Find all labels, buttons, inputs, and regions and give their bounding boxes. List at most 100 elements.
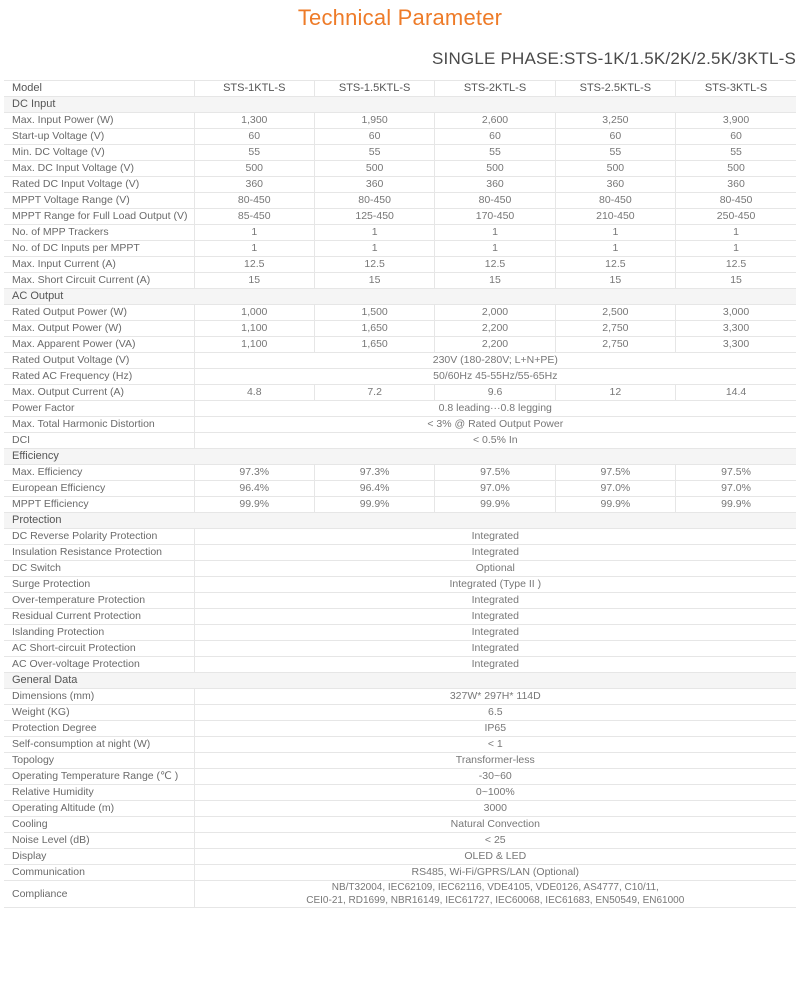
param-value-cell: 80-450 xyxy=(434,192,556,209)
param-value-cell: 1 xyxy=(193,224,315,241)
param-value-cell: 360 xyxy=(675,176,796,193)
param-label-cell: Residual Current Protection xyxy=(4,608,195,625)
spec-row: Islanding Protection Integrated xyxy=(4,624,796,641)
param-label-cell: Protection Degree xyxy=(4,720,195,737)
model-name-cell: STS-2KTL-S xyxy=(434,80,556,97)
param-value-cell: 7.2 xyxy=(313,384,435,401)
spec-row: Max. Output Power (W) 1,100 1,650 2,200 2,75… xyxy=(4,320,796,337)
param-label-cell: Rated AC Frequency (Hz) xyxy=(4,368,195,385)
param-value-cell: 60 xyxy=(434,128,556,145)
param-value-cell: 210-450 xyxy=(554,208,676,225)
spec-row: Rated AC Frequency (Hz) 50/60Hz 45-55Hz/5… xyxy=(4,368,796,385)
param-value-cell: 99.9% xyxy=(313,496,435,513)
spec-row: Cooling Natural Convection xyxy=(4,816,796,833)
model-name-cell: STS-2.5KTL-S xyxy=(554,80,676,97)
spec-row: Max. Total Harmonic Distortion < 3% @ Rat… xyxy=(4,416,796,433)
param-value-cell: 55 xyxy=(313,144,435,161)
param-value-cell: 60 xyxy=(193,128,315,145)
spec-row: Start-up Voltage (V) 60 60 60 60 60 xyxy=(4,128,796,145)
param-value-cell: 97.0% xyxy=(675,480,796,497)
param-span-cell: < 1 xyxy=(193,736,796,753)
param-label-cell: Max. Output Power (W) xyxy=(4,320,195,337)
param-label-cell: AC Short-circuit Protection xyxy=(4,640,195,657)
spec-row: Display OLED & LED xyxy=(4,848,796,865)
param-label-cell: Relative Humidity xyxy=(4,784,195,801)
param-label-cell: MPPT Range for Full Load Output (V) xyxy=(4,208,195,225)
series-subtitle: SINGLE PHASE:STS-1K/1.5K/2K/2.5K/3KTL-S xyxy=(431,49,796,68)
param-span-cell: NB/T32004, IEC62109, IEC62116, VDE4105, … xyxy=(193,880,796,908)
param-label-cell: DC Reverse Polarity Protection xyxy=(4,528,195,545)
param-value-cell: 12.5 xyxy=(193,256,315,273)
param-label-cell: Rated Output Power (W) xyxy=(4,304,195,321)
param-value-cell: 99.9% xyxy=(193,496,315,513)
param-value-cell: 80-450 xyxy=(193,192,315,209)
param-value-cell: 1,000 xyxy=(193,304,315,321)
param-value-cell: 55 xyxy=(434,144,556,161)
param-value-cell: 55 xyxy=(193,144,315,161)
param-value-cell: 1,500 xyxy=(313,304,435,321)
param-value-cell: 4.8 xyxy=(193,384,315,401)
param-span-cell: Integrated xyxy=(193,592,796,609)
param-span-cell: Integrated xyxy=(193,544,796,561)
param-value-cell: 97.3% xyxy=(313,464,435,481)
param-label-cell: Operating Altitude (m) xyxy=(4,800,195,817)
model-name-cell: STS-3KTL-S xyxy=(675,80,796,97)
param-value-cell: 1 xyxy=(313,224,435,241)
param-label-cell: Max. Efficiency xyxy=(4,464,195,481)
spec-row: Protection Degree IP65 xyxy=(4,720,796,737)
param-value-cell: 12 xyxy=(554,384,676,401)
spec-row: Self-consumption at night (W) < 1 xyxy=(4,736,796,753)
technical-parameter-page: Technical Parameter SINGLE PHASE:STS-1K/… xyxy=(4,5,796,908)
param-value-cell: 12.5 xyxy=(434,256,556,273)
param-value-cell: 14.4 xyxy=(675,384,796,401)
spec-row: Min. DC Voltage (V) 55 55 55 55 55 xyxy=(4,144,796,161)
param-span-cell: 0.8 leading···0.8 legging xyxy=(193,400,796,417)
param-span-cell: Integrated xyxy=(193,624,796,641)
param-value-cell: 3,250 xyxy=(554,112,676,129)
spec-row: Power Factor 0.8 leading···0.8 legging xyxy=(4,400,796,417)
param-value-cell: 2,750 xyxy=(554,336,676,353)
param-label-cell: AC Over-voltage Protection xyxy=(4,656,195,673)
param-span-cell: OLED & LED xyxy=(193,848,796,865)
param-value-cell: 2,200 xyxy=(434,336,556,353)
param-label-cell: Operating Temperature Range (℃ ) xyxy=(4,768,195,785)
spec-row: Communication RS485, Wi-Fi/GPRS/LAN (Opti… xyxy=(4,864,796,881)
model-name-cell: STS-1KTL-S xyxy=(193,80,315,97)
param-label-cell: Rated DC Input Voltage (V) xyxy=(4,176,195,193)
param-label-cell: Weight (KG) xyxy=(4,704,195,721)
param-span-cell: Integrated (Type II ) xyxy=(193,576,796,593)
param-label-cell: Topology xyxy=(4,752,195,769)
param-span-cell: Transformer-less xyxy=(193,752,796,769)
spec-row: Insulation Resistance Protection Integrat… xyxy=(4,544,796,561)
param-value-cell: 1,100 xyxy=(193,336,315,353)
section-header-row: General Data xyxy=(4,672,796,689)
spec-row: Operating Temperature Range (℃ ) -30~60 xyxy=(4,768,796,785)
param-label-cell: Compliance xyxy=(4,880,195,908)
param-value-cell: 1 xyxy=(193,240,315,257)
param-value-cell: 360 xyxy=(434,176,556,193)
section-header-row: AC Output xyxy=(4,288,796,305)
param-value-cell: 97.0% xyxy=(434,480,556,497)
param-label-cell: Min. DC Voltage (V) xyxy=(4,144,195,161)
param-span-cell: 50/60Hz 45-55Hz/55-65Hz xyxy=(193,368,796,385)
param-value-cell: 12.5 xyxy=(554,256,676,273)
param-value-cell: 2,600 xyxy=(434,112,556,129)
spec-row: No. of MPP Trackers 1 1 1 1 1 xyxy=(4,224,796,241)
param-value-cell: 360 xyxy=(313,176,435,193)
param-value-cell: 500 xyxy=(434,160,556,177)
param-span-cell: Natural Convection xyxy=(193,816,796,833)
section-header-row: DC Input xyxy=(4,96,796,113)
param-span-cell: < 0.5% In xyxy=(193,432,796,449)
param-label-cell: Max. DC Input Voltage (V) xyxy=(4,160,195,177)
param-label-cell: Self-consumption at night (W) xyxy=(4,736,195,753)
param-value-cell: 1,650 xyxy=(313,336,435,353)
param-value-cell: 360 xyxy=(554,176,676,193)
param-label-cell: Display xyxy=(4,848,195,865)
param-value-cell: 3,300 xyxy=(675,320,796,337)
param-value-cell: 80-450 xyxy=(675,192,796,209)
spec-row: MPPT Efficiency 99.9% 99.9% 99.9% 99.9% 99.9% xyxy=(4,496,796,513)
spec-row: Rated Output Power (W) 1,000 1,500 2,000 2,5… xyxy=(4,304,796,321)
param-label-cell: DCI xyxy=(4,432,195,449)
param-value-cell: 360 xyxy=(193,176,315,193)
param-label-cell: MPPT Efficiency xyxy=(4,496,195,513)
